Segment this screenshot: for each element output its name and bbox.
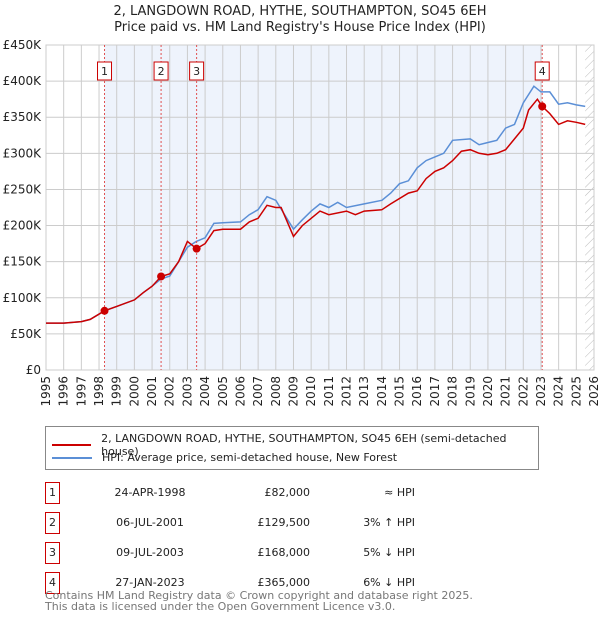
sale-marker: 2 [45, 512, 60, 534]
sale-hpi: 3% ↑ HPI [363, 516, 415, 529]
hatched-future-region [585, 45, 594, 370]
sale-point [538, 102, 547, 111]
x-tick-label: 2013 [357, 376, 371, 407]
sale-row: 1 24-APR-1998 £82,000 ≈ HPI [45, 482, 445, 504]
x-tick-label: 1999 [110, 376, 124, 407]
legend-swatch-price [52, 444, 92, 446]
legend: 2, LANGDOWN ROAD, HYTHE, SOUTHAMPTON, SO… [45, 426, 539, 470]
sale-label: 2 [158, 65, 165, 78]
sale-row: 3 09-JUL-2003 £168,000 5% ↓ HPI [45, 542, 445, 564]
sale-point [192, 244, 201, 253]
sale-marker: 3 [45, 542, 60, 564]
plot-border [45, 44, 595, 371]
sale-marker: 1 [45, 482, 60, 504]
y-tick-label: £100K [3, 291, 43, 305]
x-tick-label: 2014 [375, 376, 389, 407]
y-tick-label: £200K [3, 219, 43, 233]
sale-row: 2 06-JUL-2001 £129,500 3% ↑ HPI [45, 512, 445, 534]
sale-price: £168,000 [257, 546, 311, 559]
legend-label-hpi: HPI: Average price, semi-detached house,… [102, 451, 398, 464]
x-tick-label: 2026 [587, 376, 600, 407]
sale-date: 06-JUL-2001 [116, 516, 184, 529]
x-tick-label: 2011 [322, 376, 336, 407]
x-tick-label: 1998 [92, 376, 106, 407]
sale-date: 27-JAN-2023 [115, 576, 185, 589]
x-tick-label: 2001 [145, 376, 159, 407]
x-tick-label: 1996 [57, 376, 71, 407]
x-tick-label: 2004 [198, 376, 212, 407]
x-tick-label: 2012 [340, 376, 354, 407]
chart-subtitle: Price paid vs. HM Land Registry's House … [114, 20, 486, 35]
x-tick-label: 2015 [393, 376, 407, 407]
x-tick-label: 2008 [269, 376, 283, 407]
sale-label-box [534, 61, 550, 81]
x-tick-label: 2006 [233, 376, 247, 407]
x-tick-label: 2025 [569, 376, 583, 407]
legend-label-price: 2, LANGDOWN ROAD, HYTHE, SOUTHAMPTON, SO… [101, 432, 507, 458]
sale-price: £365,000 [257, 576, 311, 589]
y-tick-label: £450K [3, 38, 43, 52]
x-tick-label: 1995 [39, 376, 53, 407]
y-tick-label: £0 [26, 363, 41, 377]
y-tick-label: £350K [3, 110, 43, 124]
shaded-ownership-region [104, 45, 543, 370]
x-tick-label: 2021 [499, 376, 513, 407]
legend-item-price: 2, LANGDOWN ROAD, HYTHE, SOUTHAMPTON, SO… [52, 432, 538, 458]
sale-label-box [97, 61, 113, 81]
x-tick-label: 2016 [410, 376, 424, 407]
y-tick-label: £400K [3, 74, 43, 88]
legend-item-hpi: HPI: Average price, semi-detached house,… [52, 451, 397, 464]
x-tick-label: 2009 [286, 376, 300, 407]
x-tick-label: 2002 [163, 376, 177, 407]
footer-licence: This data is licensed under the Open Gov… [45, 600, 396, 613]
sale-price: £129,500 [257, 516, 311, 529]
x-tick-label: 2024 [552, 376, 566, 407]
x-tick-label: 2018 [446, 376, 460, 407]
sale-point [100, 306, 109, 315]
sale-hpi: 5% ↓ HPI [363, 546, 415, 559]
y-tick-label: £250K [3, 182, 43, 196]
x-tick-label: 2022 [516, 376, 530, 407]
sale-label: 3 [193, 65, 200, 78]
x-tick-label: 1997 [74, 376, 88, 407]
x-tick-label: 2005 [216, 376, 230, 407]
sale-label: 4 [539, 65, 546, 78]
footer-copyright: Contains HM Land Registry data © Crown c… [45, 589, 473, 602]
y-tick-label: £50K [10, 327, 42, 341]
x-tick-label: 2010 [304, 376, 318, 407]
sale-label: 1 [101, 65, 108, 78]
sale-date: 09-JUL-2003 [116, 546, 184, 559]
x-tick-label: 2000 [127, 376, 141, 407]
sale-point [157, 272, 166, 281]
sale-label-box [189, 61, 205, 81]
hpi-line [46, 85, 586, 324]
sale-label-box [153, 61, 169, 81]
y-tick-label: £150K [3, 255, 43, 269]
x-tick-label: 2007 [251, 376, 265, 407]
x-tick-label: 2020 [481, 376, 495, 407]
x-tick-label: 2017 [428, 376, 442, 407]
legend-swatch-hpi [52, 456, 92, 459]
sale-hpi: 6% ↓ HPI [363, 576, 415, 589]
x-tick-label: 2023 [534, 376, 548, 407]
sale-row: 4 27-JAN-2023 £365,000 6% ↓ HPI [45, 572, 445, 594]
sale-hpi: ≈ HPI [384, 486, 415, 499]
y-tick-label: £300K [3, 146, 43, 160]
x-tick-label: 2019 [463, 376, 477, 407]
chart-title: 2, LANGDOWN ROAD, HYTHE, SOUTHAMPTON, SO… [113, 4, 487, 19]
sale-price: £82,000 [264, 486, 311, 499]
sale-marker: 4 [45, 572, 60, 594]
sale-date: 24-APR-1998 [114, 486, 186, 499]
price-chart: £0 £50K £100K £150K £200K £250K £300K £350K £400… [3, 38, 600, 407]
x-tick-label: 2003 [180, 376, 194, 407]
